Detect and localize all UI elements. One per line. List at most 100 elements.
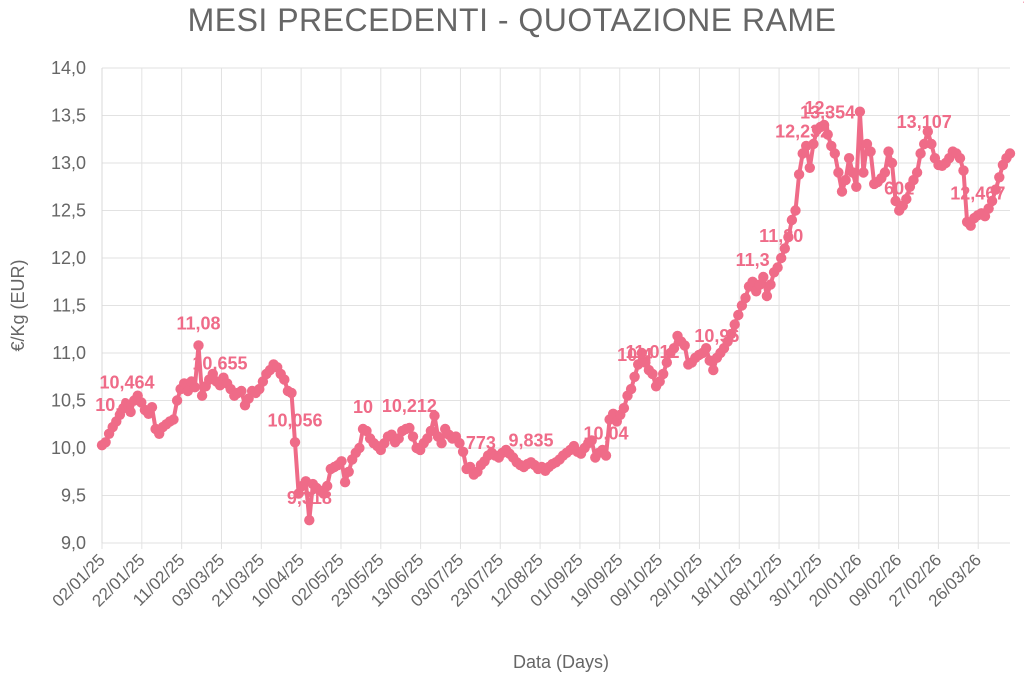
data-labels: 10,0 10,464 11,08 10,655 10,056 9,318 10 10,212… [95,0,1024,508]
data-point [647,368,658,380]
data-point [808,138,819,150]
data-point [339,477,351,488]
data-point [829,148,840,159]
data-point [618,402,630,414]
data-point [836,186,848,197]
data-point [289,437,301,448]
data-point [658,368,669,380]
data-point [740,292,751,304]
data-label: 11,012 [625,342,679,362]
data-label: 10,212 [382,396,437,416]
data-point [922,126,933,137]
data-point [404,422,415,434]
data-point [196,390,208,401]
data-point [436,438,447,449]
data-point [776,252,787,264]
y-tick-label: 12,0 [51,248,86,268]
data-point [343,466,354,477]
data-label: 12,467 [950,183,1005,203]
data-point [758,271,769,283]
data-point [729,319,740,330]
data-point [625,383,637,395]
data-point [279,374,290,385]
data-label: 773 [466,433,496,453]
data-point [668,343,680,354]
data-label: 9,835 [508,430,553,450]
chart-title: MESI PRECEDENTI - QUOTAZIONE RAME [187,2,837,38]
data-point [629,371,640,382]
data-label: 11,08 [176,313,220,333]
y-tick-label: 11,5 [52,296,86,316]
y-tick-label: 11,0 [52,343,86,363]
data-point [843,153,855,164]
data-point [168,414,179,425]
data-point [847,167,858,178]
data-point [793,169,805,180]
data-point [600,450,612,461]
data-point [454,438,465,449]
data-point [790,205,801,216]
data-label: 12, [804,98,829,118]
data-label: 11,3 [736,250,770,270]
data-point [865,146,876,157]
data-point [425,425,437,437]
data-point [883,146,894,157]
x-axis-label: Data (Days) [513,652,609,672]
data-point [236,385,247,397]
data-point [804,162,815,173]
data-point [429,410,440,421]
data-point [779,243,790,254]
data-label: 13,02 [1002,0,1024,4]
data-point [407,431,419,442]
data-label: 13,354 [800,103,855,123]
data-point [286,387,297,399]
data-point [886,157,898,169]
data-point [840,174,851,186]
y-tick-label: 9,0 [61,533,86,553]
y-tick-label: 12,5 [51,201,86,221]
data-point [761,290,773,302]
data-point [125,406,136,418]
y-tick-label: 9,5 [61,486,86,506]
data-point [733,309,744,321]
data-point [986,195,998,207]
data-point [822,129,833,140]
data-label: 10,655 [192,353,247,373]
y-axis: 9,0 9,5 10,0 10,5 11,0 11,5 12,0 12,5 13,0 13,5 14… [51,58,86,553]
y-tick-label: 10,0 [51,438,86,458]
data-label: 10,056 [268,410,323,430]
data-point [954,153,966,164]
data-point [457,446,469,457]
data-point [772,262,783,273]
data-point [879,167,891,178]
y-tick-label: 10,5 [51,391,86,411]
data-label: 11,80 [759,226,803,246]
y-axis-label: €/Kg (EUR) [8,259,28,351]
x-axis: 02/01/2522/01/2511/02/2503/03/2521/03/25… [49,550,985,610]
data-point [833,167,844,178]
data-label: 13,107 [897,112,952,132]
data-point [958,165,969,176]
data-point [851,181,862,192]
data-point [901,193,912,205]
data-point [994,172,1005,183]
data-point [990,184,1001,195]
data-label: 10,96 [694,326,739,346]
data-point [171,395,183,406]
data-label: 10,04 [584,424,629,444]
data-point [783,231,794,243]
data-point [636,347,647,359]
data-point [100,437,111,448]
data-point [586,435,597,446]
series-copper-price [96,106,1016,526]
data-point [679,340,690,351]
data-point [926,138,937,150]
data-point [708,364,719,376]
data-point [661,357,672,368]
y-tick-label: 13,0 [51,153,86,173]
data-label: 601 [884,179,914,199]
data-point [858,167,869,178]
y-tick-label: 14,0 [51,58,86,78]
